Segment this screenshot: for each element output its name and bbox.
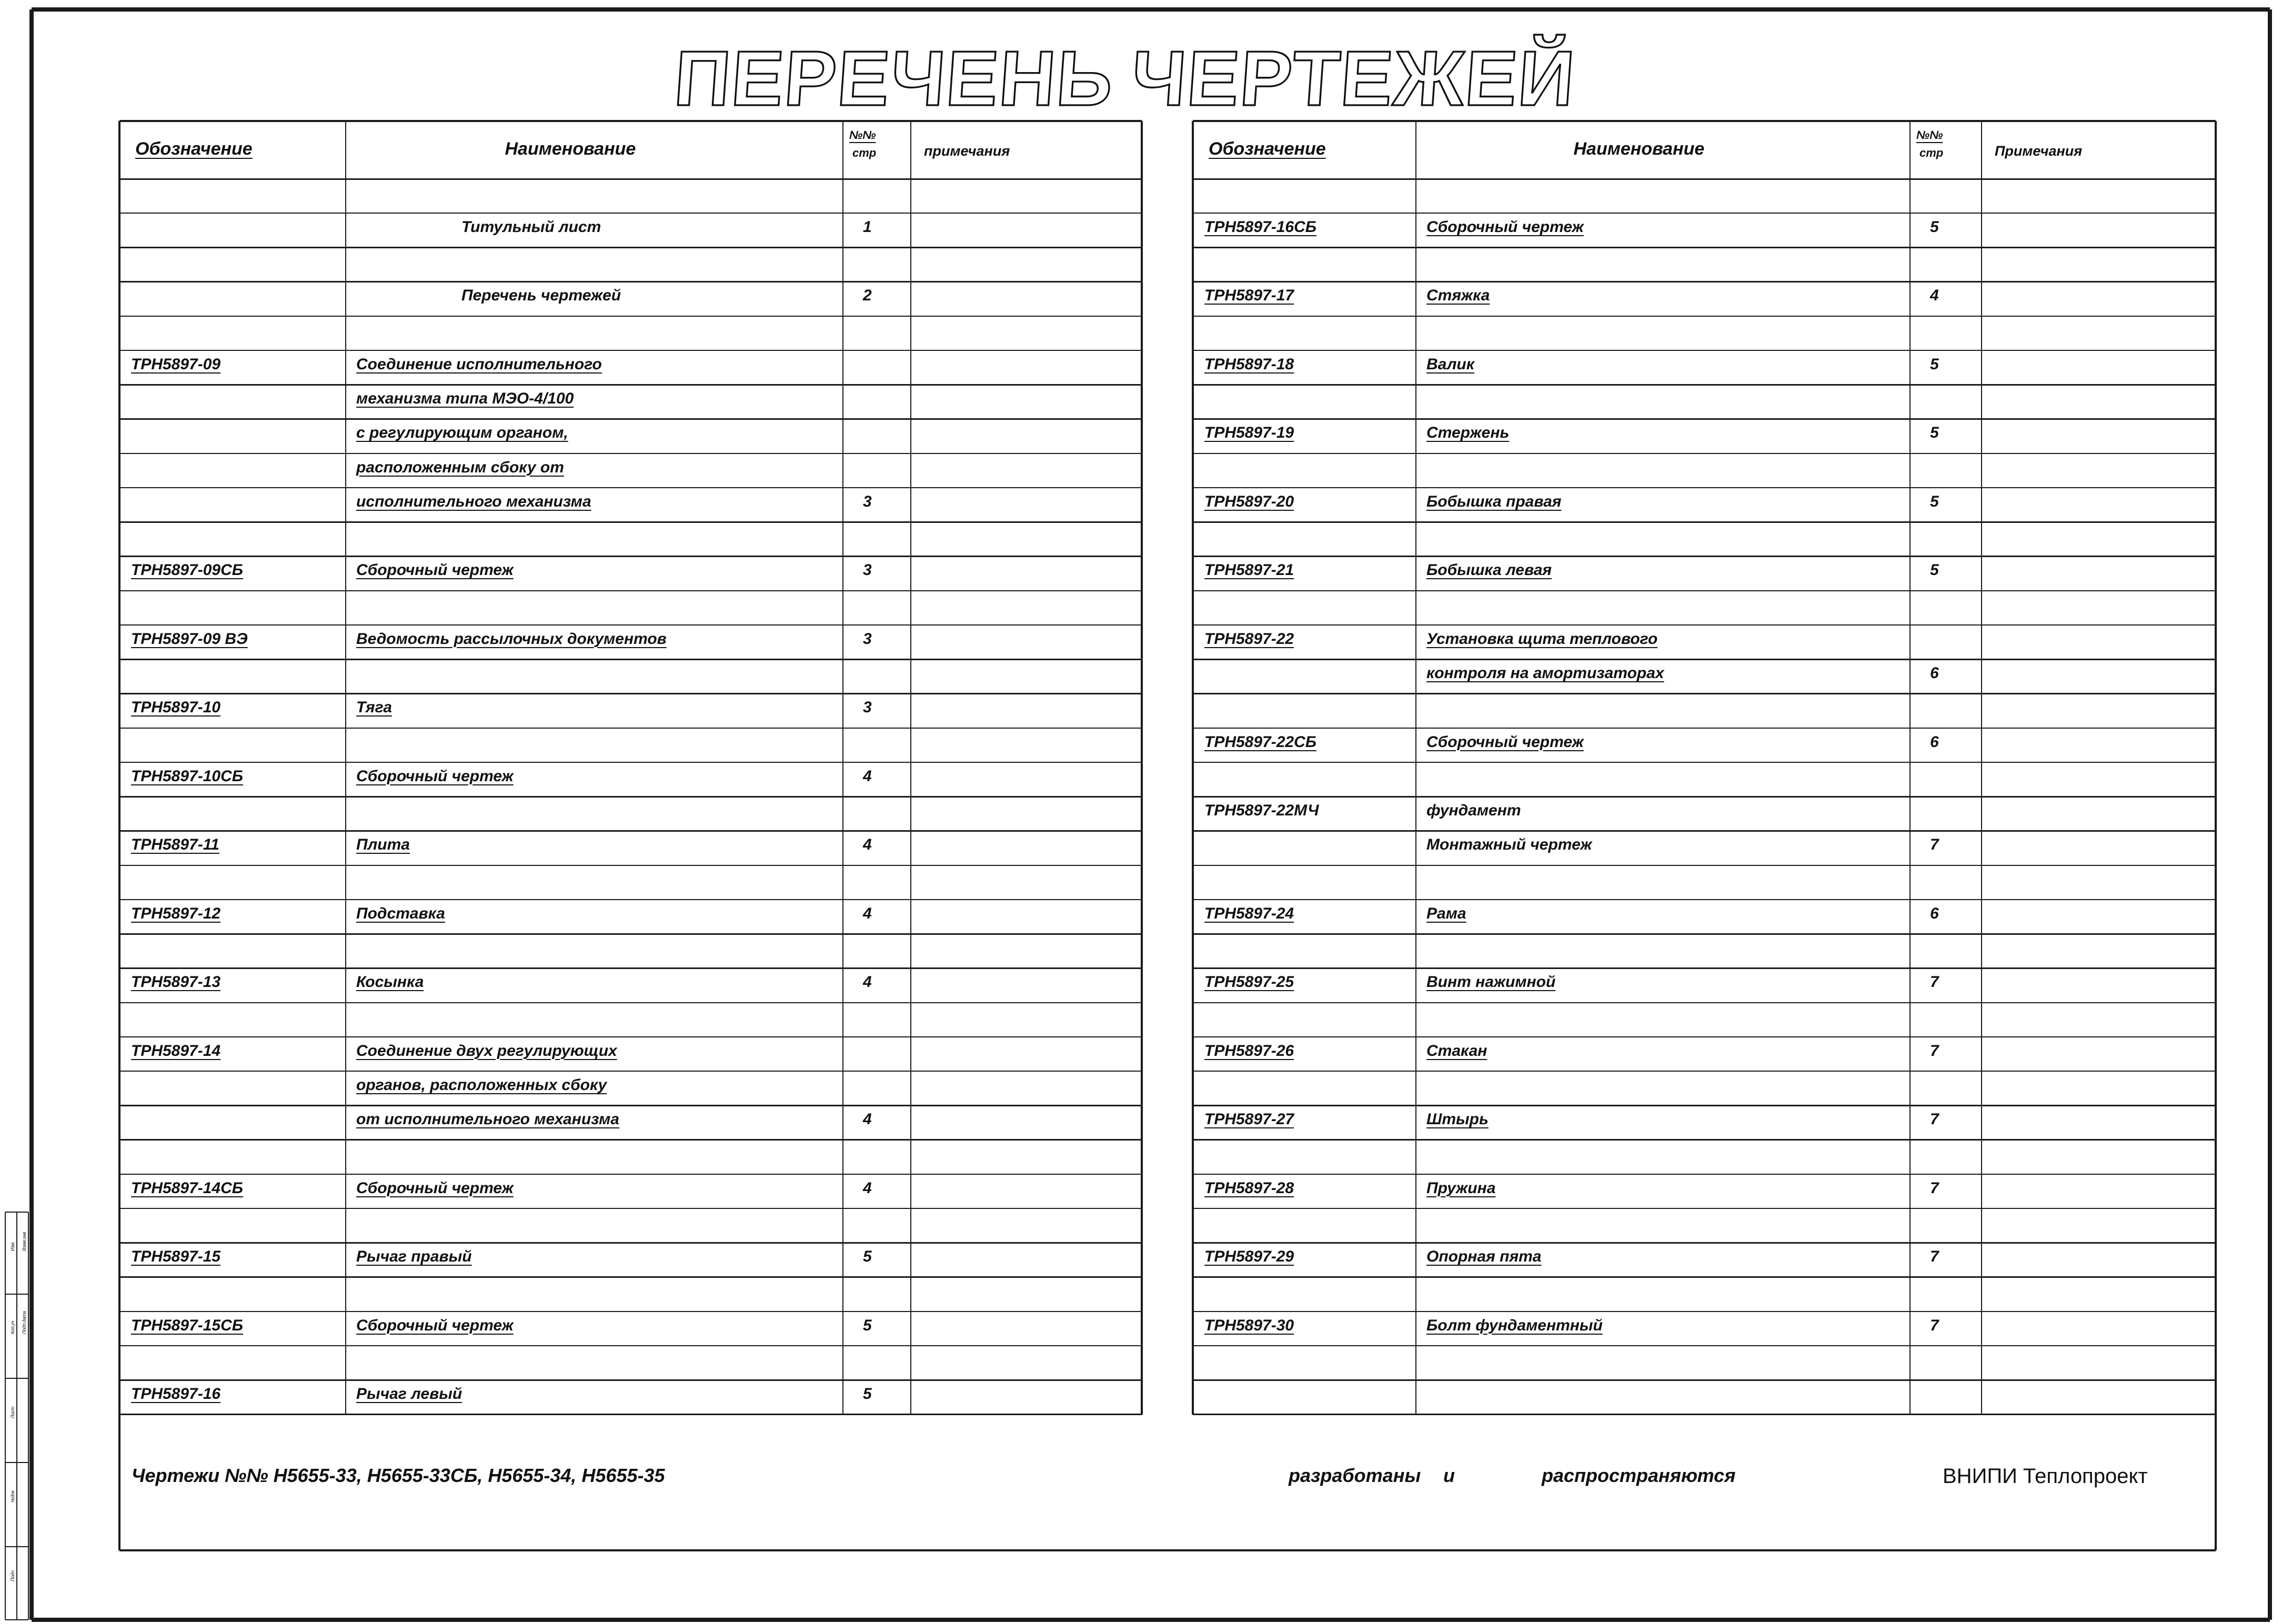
svg-text:ПЕРЕЧЕНЬЧЕРТЕЖЕЙ: ПЕРЕЧЕНЬ ЧЕРТЕЖЕЙ xyxy=(671,34,1579,122)
